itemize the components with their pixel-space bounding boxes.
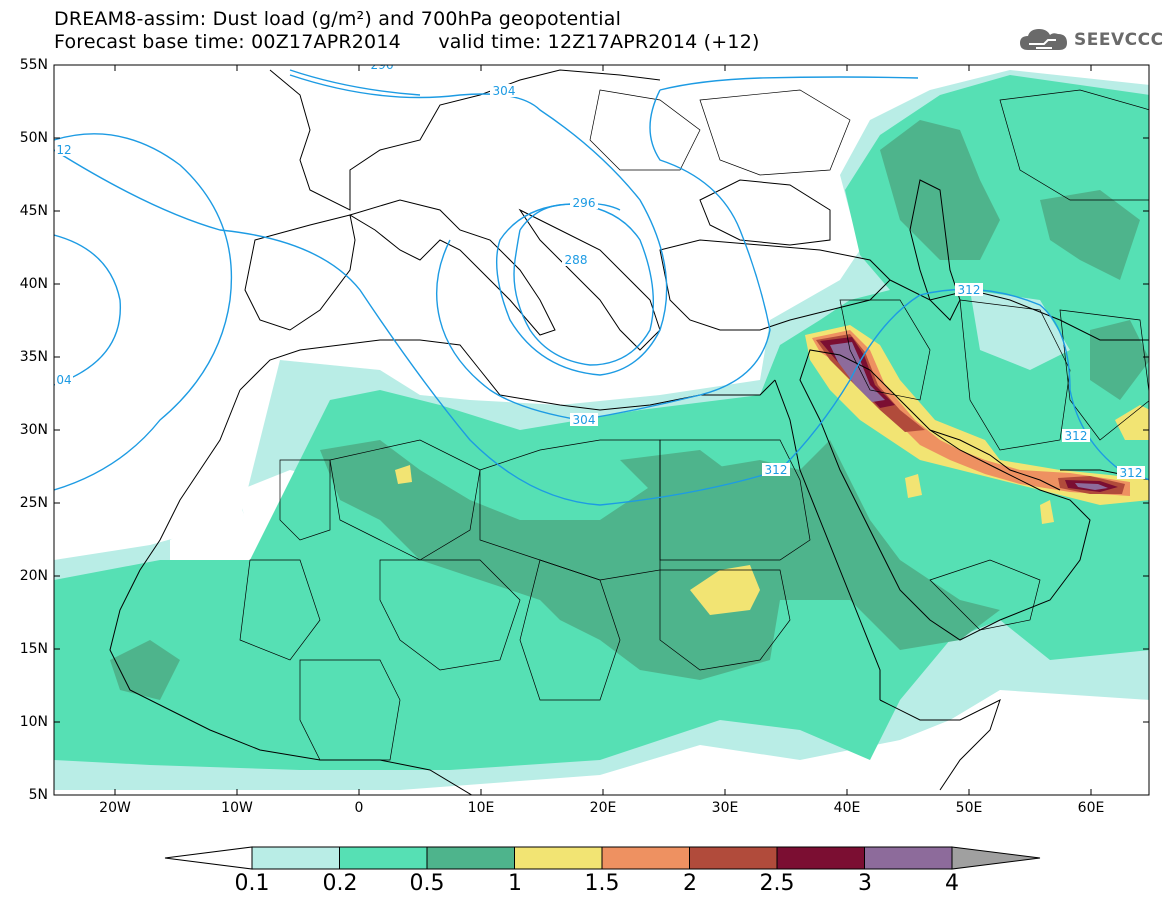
contour-label: 304 xyxy=(573,413,596,427)
colorbar-label: 3 xyxy=(858,871,872,896)
colorbar-swatch xyxy=(514,846,603,870)
colorbar-swatch xyxy=(776,846,865,870)
lon-label: 0 xyxy=(354,800,364,816)
contour-label: 312 xyxy=(1065,429,1088,443)
contour-label: 304 xyxy=(493,84,516,98)
logo-text: SEEVCCC xyxy=(1074,30,1164,50)
cloud-icon xyxy=(1020,29,1067,50)
lat-label: 35N xyxy=(19,349,48,365)
lon-label: 10E xyxy=(467,800,495,816)
lat-label: 25N xyxy=(19,495,48,511)
lat-label: 10N xyxy=(19,714,48,730)
lon-label: 50E xyxy=(955,800,983,816)
colorbar-label: 0.2 xyxy=(322,871,358,896)
lon-label: 20W xyxy=(99,800,131,816)
dust-shading-1 xyxy=(395,325,1149,615)
seevccc-logo: SEEVCCC xyxy=(1018,24,1164,56)
colorbar-swatch xyxy=(251,846,340,870)
colorbar-label: 2 xyxy=(683,871,697,896)
lat-label: 55N xyxy=(19,57,48,73)
contour-label: 12 xyxy=(56,143,71,157)
colorbar-label: 4 xyxy=(945,871,959,896)
contour-label: 312 xyxy=(1120,466,1143,480)
colorbar-min-arrow xyxy=(164,846,253,870)
coastlines xyxy=(109,69,1149,795)
contour-label: 312 xyxy=(765,463,788,477)
contour-label: 312 xyxy=(958,283,981,297)
contour-label: 296 xyxy=(573,196,596,210)
map-area: 296 304 12 296 288 04 312 304 312 312 31… xyxy=(54,58,1149,795)
contour-label: 288 xyxy=(565,253,588,267)
lat-label: 45N xyxy=(19,203,48,219)
lat-label: 50N xyxy=(19,130,48,146)
map-title: DREAM8-assim: Dust load (g/m²) and 700hP… xyxy=(54,8,622,30)
lat-label: 40N xyxy=(19,276,48,292)
colorbar-max-arrow xyxy=(951,846,1041,870)
colorbar-swatch xyxy=(339,846,428,870)
contour-label: 04 xyxy=(56,373,71,387)
forecast-times: Forecast base time: 00Z17APR2014 valid t… xyxy=(54,31,760,53)
contour-label: 296 xyxy=(371,58,394,72)
colorbar-swatch xyxy=(426,846,515,870)
colorbar-label: 0.5 xyxy=(409,871,445,896)
colorbar-label: 1 xyxy=(508,871,522,896)
lon-label: 10W xyxy=(221,800,253,816)
colorbar-label: 0.1 xyxy=(234,871,270,896)
lat-label: 5N xyxy=(28,787,48,803)
geopotential-contours xyxy=(54,69,1149,506)
colorbar-swatch xyxy=(864,846,953,870)
colorbar-swatch xyxy=(601,846,690,870)
borders xyxy=(239,89,1149,761)
colorbar-label: 2.5 xyxy=(759,871,795,896)
lon-label: 60E xyxy=(1077,800,1105,816)
colorbar xyxy=(164,846,1041,870)
lon-label: 40E xyxy=(833,800,861,816)
colorbar-label: 1.5 xyxy=(584,871,620,896)
contour-labels: 296 304 12 296 288 04 312 304 312 312 31… xyxy=(55,58,1145,480)
lat-label: 20N xyxy=(19,568,48,584)
colorbar-swatch xyxy=(689,846,778,870)
axis-ticks xyxy=(54,64,1149,796)
lat-label: 15N xyxy=(19,641,48,657)
lat-label: 30N xyxy=(19,422,48,438)
lon-label: 20E xyxy=(589,800,617,816)
lon-label: 30E xyxy=(711,800,739,816)
